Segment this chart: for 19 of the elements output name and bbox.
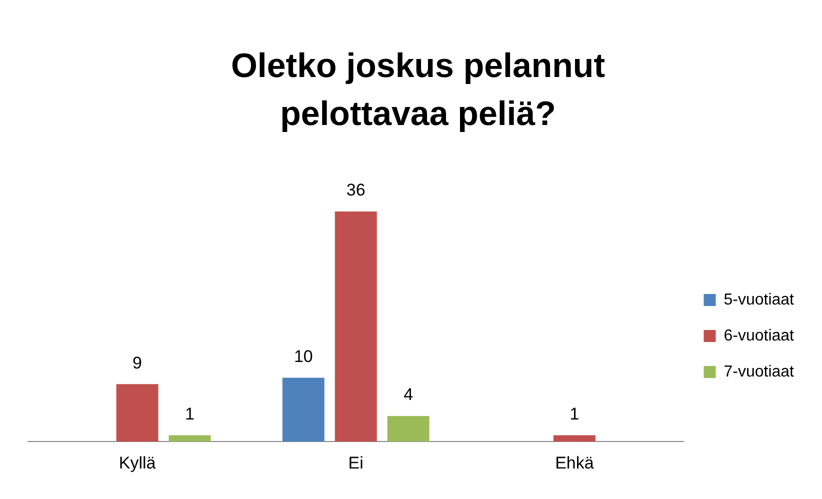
data-label: 1 bbox=[185, 404, 194, 424]
bar bbox=[334, 212, 377, 442]
legend-label: 5-vuotiaat bbox=[724, 291, 795, 308]
data-label: 9 bbox=[132, 353, 142, 372]
bar bbox=[168, 435, 211, 442]
x-tick-label: Ehkä bbox=[555, 453, 594, 472]
chart-title: Oletko joskus pelannut pelottavaa peliä? bbox=[230, 46, 606, 135]
legend-label: 7-vuotiaat bbox=[724, 363, 795, 380]
legend-label: 6-vuotiaat bbox=[724, 327, 795, 344]
x-tick-label: Ei bbox=[348, 453, 364, 472]
x-tick-label: Kyllä bbox=[118, 453, 156, 472]
bar bbox=[553, 435, 596, 442]
data-label: 1 bbox=[570, 404, 580, 424]
bar bbox=[387, 416, 430, 442]
data-label: 10 bbox=[294, 346, 313, 366]
data-label: 36 bbox=[346, 180, 366, 200]
bar bbox=[116, 384, 158, 442]
data-label: 4 bbox=[404, 385, 414, 404]
bar bbox=[282, 378, 324, 442]
